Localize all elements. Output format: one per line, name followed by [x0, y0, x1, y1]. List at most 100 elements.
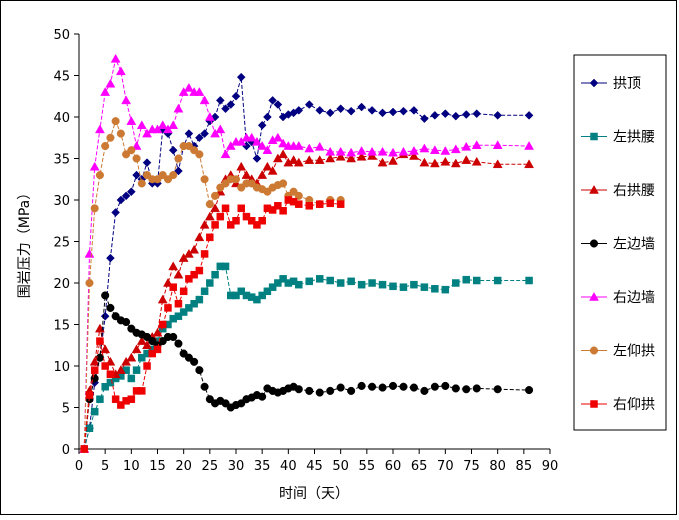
data-point — [262, 145, 273, 154]
data-point — [101, 142, 110, 151]
x-tick-label: 30 — [228, 459, 245, 474]
data-point — [89, 161, 100, 171]
x-tick-label: 45 — [306, 459, 323, 474]
legend-label: 左拱腰 — [613, 130, 655, 146]
data-point — [420, 283, 429, 291]
y-tick-label: 45 — [53, 70, 70, 85]
data-point — [346, 153, 357, 163]
data-point — [216, 212, 225, 221]
data-point — [195, 133, 204, 143]
data-point — [335, 151, 346, 161]
data-point — [279, 207, 287, 215]
data-point — [96, 337, 104, 345]
y-tick-label: 40 — [53, 111, 70, 126]
x-tick-label: 0 — [75, 459, 83, 474]
data-point — [85, 278, 94, 288]
data-point — [471, 140, 482, 149]
data-point — [525, 386, 534, 395]
data-point — [100, 87, 111, 96]
data-point — [101, 383, 109, 391]
y-tick-label: 10 — [53, 360, 70, 375]
data-point — [295, 200, 303, 208]
data-point — [388, 155, 398, 165]
x-tick-label: 50 — [332, 459, 349, 474]
legend-marker — [589, 78, 599, 88]
data-point — [237, 204, 245, 213]
data-point — [293, 141, 304, 150]
data-point — [336, 383, 345, 392]
data-point — [246, 132, 257, 142]
legend-label: 左边墙 — [613, 237, 655, 253]
data-point — [116, 195, 126, 205]
legend-marker — [590, 132, 598, 141]
legend-entry: 右边墙 — [581, 290, 655, 306]
x-tick-label: 55 — [359, 459, 376, 474]
data-point — [106, 378, 115, 387]
data-point — [126, 352, 137, 362]
data-point — [326, 199, 334, 208]
x-tick-label: 90 — [542, 459, 559, 474]
data-point — [206, 233, 214, 242]
data-point — [440, 109, 450, 119]
x-axis-label: 时间（天） — [279, 486, 349, 502]
legend-box — [573, 54, 667, 431]
x-tick-label: 80 — [489, 459, 506, 474]
data-point — [200, 382, 209, 391]
y-axis-label: 围岩压力（MPa） — [17, 186, 33, 298]
data-point — [441, 381, 450, 390]
data-point — [157, 294, 168, 304]
data-point — [215, 124, 226, 134]
data-point — [190, 357, 199, 366]
data-point — [194, 232, 205, 242]
data-point — [257, 120, 267, 130]
data-point — [164, 304, 172, 312]
data-point — [100, 344, 111, 354]
legend-label: 拱顶 — [613, 76, 641, 92]
data-point — [346, 147, 357, 157]
data-point — [326, 276, 334, 285]
data-point — [492, 159, 503, 169]
axes: 0 5 10 15 20 25 30 35 40 45 50 0 5 10 15 20 25 30 35 40 45 50… — [53, 28, 558, 474]
data-point — [429, 158, 440, 168]
data-point — [378, 280, 387, 289]
data-point — [142, 340, 152, 349]
data-point — [304, 143, 315, 153]
data-point — [200, 129, 209, 138]
data-point — [231, 175, 241, 184]
data-point — [174, 312, 183, 320]
data-point — [231, 91, 241, 101]
data-point — [451, 111, 461, 121]
data-point — [174, 300, 183, 308]
x-tick-label: 75 — [463, 459, 480, 474]
data-point — [106, 370, 115, 379]
data-point — [367, 146, 377, 156]
data-point — [347, 277, 355, 286]
data-point — [195, 266, 204, 275]
y-tick-label: 0 — [62, 443, 70, 458]
data-point — [336, 279, 345, 287]
data-point — [106, 133, 115, 142]
data-point — [115, 66, 126, 76]
data-point — [268, 96, 277, 105]
data-point — [117, 401, 125, 409]
data-point — [430, 382, 439, 391]
data-point — [90, 407, 99, 416]
data-point — [236, 72, 246, 82]
data-point — [247, 217, 256, 225]
data-point — [132, 154, 141, 163]
data-point — [90, 366, 99, 374]
data-point — [377, 157, 388, 167]
data-point — [274, 279, 282, 287]
data-point — [111, 395, 120, 403]
data-point — [305, 202, 314, 210]
data-point — [195, 366, 204, 375]
data-point — [127, 395, 136, 403]
legend-entry: 左边墙 — [581, 237, 655, 253]
data-point — [451, 384, 460, 393]
data-point — [419, 157, 430, 167]
data-point — [211, 191, 220, 200]
data-point — [183, 82, 194, 92]
data-point — [461, 155, 472, 164]
data-point — [279, 275, 287, 283]
data-point — [293, 157, 304, 167]
